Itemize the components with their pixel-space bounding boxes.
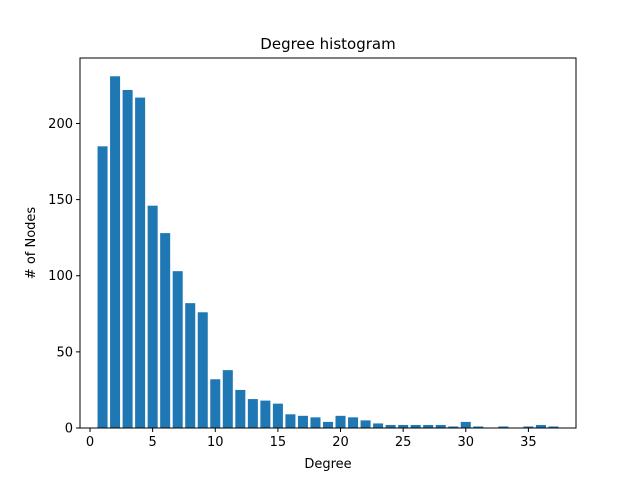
bar-degree-35 — [523, 426, 534, 428]
bar-degree-12 — [235, 389, 246, 428]
bar-degree-24 — [385, 424, 396, 428]
x-tick-label: 10 — [207, 435, 224, 450]
axes-frame — [79, 57, 577, 429]
x-tick-label: 35 — [520, 435, 537, 450]
x-tick-label: 5 — [149, 435, 157, 450]
bar-degree-19 — [322, 421, 334, 428]
x-tick-label: 15 — [270, 435, 287, 450]
bar-degree-16 — [285, 414, 296, 428]
bar-degree-18 — [310, 417, 321, 428]
bar-degree-1 — [97, 146, 108, 429]
y-tick-label: 50 — [56, 345, 73, 360]
bar-degree-22 — [360, 420, 371, 428]
bar-degree-28 — [435, 424, 446, 428]
x-axis-ticks: 0 5 10 15 20 25 30 35 — [86, 428, 537, 450]
bar-degree-4 — [135, 97, 146, 429]
bar-degree-3 — [122, 89, 133, 428]
bar-degree-15 — [272, 403, 283, 428]
y-tick-label: 150 — [48, 193, 73, 208]
bar-degree-14 — [260, 400, 271, 428]
bar-degree-23 — [373, 423, 384, 428]
y-tick-label: 0 — [65, 422, 73, 437]
bar-degree-8 — [185, 303, 196, 428]
y-axis-ticks: 0 50 100 150 200 — [48, 117, 80, 437]
bar-degree-27 — [423, 424, 434, 428]
bar-degree-2 — [110, 76, 121, 428]
bar-degree-31 — [473, 426, 484, 428]
bar-degree-30 — [460, 421, 471, 428]
x-tick-label: 25 — [395, 435, 412, 450]
bar-degree-37 — [548, 426, 559, 428]
bar-degree-21 — [348, 417, 359, 428]
chart-title: Degree histogram — [260, 35, 395, 53]
bar-degree-9 — [197, 312, 208, 428]
bar-degree-10 — [210, 379, 221, 428]
bar-degree-6 — [160, 233, 171, 428]
x-tick-label: 0 — [86, 435, 94, 450]
bar-degree-26 — [410, 424, 421, 428]
bar-degree-13 — [247, 399, 258, 428]
bar-degree-11 — [222, 370, 233, 428]
bar-degree-7 — [172, 271, 183, 428]
bar-degree-25 — [398, 424, 409, 428]
bar-degree-17 — [297, 415, 308, 428]
x-axis-label: Degree — [304, 457, 351, 472]
bar-degree-36 — [535, 424, 546, 428]
x-tick-label: 20 — [332, 435, 349, 450]
bars-group — [97, 76, 559, 429]
bar-degree-5 — [147, 205, 158, 428]
bar-degree-33 — [498, 426, 509, 428]
y-axis-label: # of Nodes — [24, 207, 39, 280]
x-tick-label: 30 — [458, 435, 475, 450]
bar-degree-29 — [448, 426, 459, 428]
y-tick-label: 100 — [48, 269, 73, 284]
bar-degree-20 — [335, 415, 346, 428]
y-tick-label: 200 — [48, 117, 73, 132]
